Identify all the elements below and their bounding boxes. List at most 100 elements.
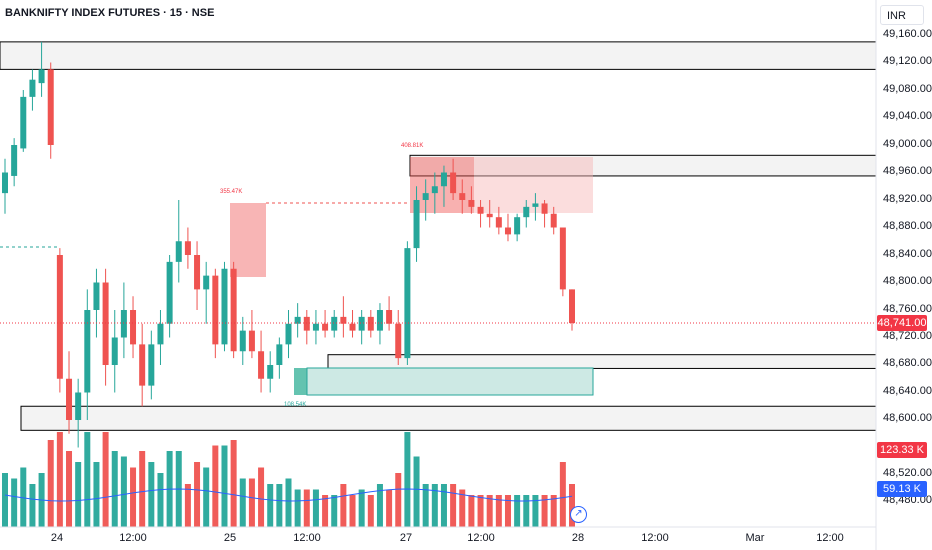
candle-body xyxy=(404,248,411,359)
volume-bar xyxy=(148,462,155,527)
volume-annotation-2: 408.81K xyxy=(401,143,424,149)
volume-bar xyxy=(376,484,383,527)
volume-bar xyxy=(468,495,475,527)
volume-annotation-1: 355.47K xyxy=(220,189,243,195)
volume-bar xyxy=(276,484,283,527)
volume-bar xyxy=(431,484,438,527)
price-zone xyxy=(20,405,877,431)
price-zone xyxy=(0,41,877,70)
volume-bar xyxy=(230,440,237,527)
volume-bar xyxy=(221,445,228,527)
price-tick-label: 49,000.00 xyxy=(883,138,932,150)
volume-annotation-3: 108.54K xyxy=(284,402,307,408)
candle-body xyxy=(102,282,109,365)
price-candles xyxy=(2,41,575,448)
candle-body xyxy=(203,275,210,290)
candle-body xyxy=(184,241,191,255)
candle-body xyxy=(93,282,100,310)
volume-bar xyxy=(294,489,301,527)
last-price-badge: 48,741.00 xyxy=(877,315,927,331)
candle-body xyxy=(175,241,182,262)
volume-bar xyxy=(495,495,502,527)
candle-body xyxy=(267,365,274,379)
currency-button[interactable]: INR xyxy=(880,5,924,25)
volume-bar xyxy=(130,467,137,527)
time-tick-label: 24 xyxy=(50,532,64,544)
price-tick-label: 48,840.00 xyxy=(883,248,932,260)
candle-body xyxy=(312,323,319,331)
volume-bar xyxy=(358,489,365,527)
candle-body xyxy=(29,79,36,97)
candle-body xyxy=(212,275,219,345)
candle-body xyxy=(569,289,575,324)
candle-body xyxy=(331,316,338,331)
volume-bar xyxy=(157,473,164,527)
chart-title: BANKNIFTY INDEX FUTURES · 15 · NSE xyxy=(5,7,215,19)
price-tick-label: 49,040.00 xyxy=(883,110,932,122)
order-block-red xyxy=(230,203,266,277)
volume-bar xyxy=(47,440,54,527)
candle-body xyxy=(477,206,484,214)
candle-body xyxy=(550,213,557,228)
volume-bar xyxy=(367,495,374,527)
price-tick-label: 49,080.00 xyxy=(883,83,932,95)
volume-bar xyxy=(486,495,493,527)
volume-bar xyxy=(550,495,557,527)
price-tick-label: 48,880.00 xyxy=(883,220,932,232)
candle-body xyxy=(504,227,511,235)
time-tick-label: 12:00 xyxy=(641,532,669,544)
candle-body xyxy=(349,323,356,331)
candle-body xyxy=(386,310,393,324)
volume-bar xyxy=(303,489,310,527)
order-block-green xyxy=(294,368,307,395)
volume-bar xyxy=(184,484,191,527)
candle-body xyxy=(294,316,301,324)
volume-bar xyxy=(349,495,356,527)
volume-bar xyxy=(2,473,8,527)
time-tick-label: 12:00 xyxy=(816,532,844,544)
price-tick-label: 48,480.00 xyxy=(883,494,932,506)
candle-body xyxy=(56,255,63,379)
candle-body xyxy=(358,316,365,331)
candle-body xyxy=(120,310,127,338)
price-tick-label: 49,160.00 xyxy=(883,28,932,40)
candle-body xyxy=(450,172,457,194)
time-tick-label: 25 xyxy=(223,532,237,544)
candle-body xyxy=(532,203,539,207)
volume-bar xyxy=(75,462,82,527)
price-tick-label: 48,680.00 xyxy=(883,357,932,369)
candle-body xyxy=(440,172,447,187)
volume-bar xyxy=(532,495,539,527)
volume-bar xyxy=(404,432,411,527)
candle-body xyxy=(166,261,173,324)
time-tick-label: 28 xyxy=(571,532,585,544)
volume-ma-line xyxy=(4,488,573,502)
volume-bar xyxy=(331,495,338,527)
candle-body xyxy=(230,268,237,352)
candle-body xyxy=(413,200,420,249)
volume-bar xyxy=(386,489,393,527)
volume-bar xyxy=(440,484,447,527)
volume-bar xyxy=(459,489,466,527)
candle-body xyxy=(395,323,402,359)
candle-body xyxy=(422,193,429,200)
candle-body xyxy=(340,316,347,324)
price-tick-label: 48,600.00 xyxy=(883,412,932,424)
candle-body xyxy=(2,172,8,194)
volume-bar xyxy=(56,432,63,527)
candle-body xyxy=(285,323,292,345)
candle-body xyxy=(468,200,475,207)
replay-icon[interactable]: ↗ xyxy=(570,506,587,523)
volume-bar xyxy=(11,478,18,527)
candle-body xyxy=(523,206,530,218)
price-tick-label: 48,720.00 xyxy=(883,330,932,342)
price-tick-label: 48,640.00 xyxy=(883,385,932,397)
volume-ma-badge: 59.13 K xyxy=(877,481,927,497)
volume-badge: 123.33 K xyxy=(877,442,927,458)
volume-bar xyxy=(541,495,548,527)
volume-bar xyxy=(239,478,246,527)
candle-body xyxy=(322,323,329,331)
volume-bar xyxy=(569,484,575,527)
volume-bar xyxy=(514,495,521,527)
